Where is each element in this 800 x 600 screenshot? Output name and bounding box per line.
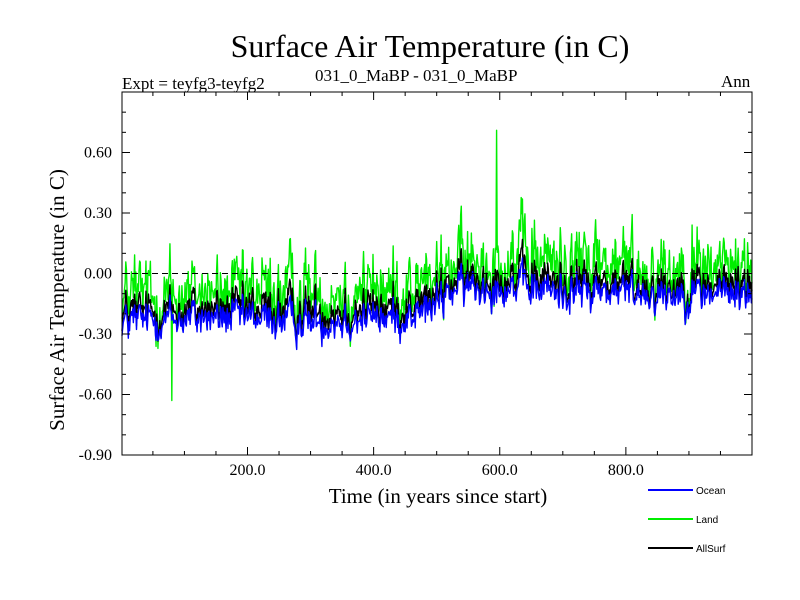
x-tick-label: 200.0: [229, 462, 265, 479]
series-line-allsurf: [121, 238, 753, 346]
y-tick-label: -0.90: [79, 447, 112, 464]
y-tick-label: 0.30: [84, 205, 112, 222]
legend-label-ocean: Ocean: [696, 486, 725, 497]
x-tick-label: 400.0: [356, 462, 392, 479]
y-tick-label: -0.30: [79, 326, 112, 343]
chart-subtitle: 031_0_MaBP - 031_0_MaBP: [315, 66, 518, 85]
x-tick-label: 800.0: [608, 462, 644, 479]
y-axis-label: Surface Air Temperature (in C): [45, 169, 69, 431]
y-tick-label: 0.00: [84, 266, 112, 283]
legend-label-land: Land: [696, 515, 718, 526]
y-tick-label: 0.60: [84, 145, 112, 162]
y-tick-label: -0.60: [79, 387, 112, 404]
series-line-land: [121, 129, 753, 402]
expt-label: Expt = teyfg3-teyfg2: [122, 74, 265, 93]
x-axis-ticks: 200.0 400.0 600.0 800.0: [152, 92, 721, 479]
series-layer: [121, 129, 753, 402]
series-line-ocean: [121, 257, 753, 351]
chart-title: Surface Air Temperature (in C): [230, 28, 630, 64]
legend-label-allsurf: AllSurf: [696, 544, 726, 555]
x-axis-label: Time (in years since start): [329, 484, 548, 508]
legend: Ocean Land AllSurf: [648, 486, 726, 555]
x-tick-label: 600.0: [482, 462, 518, 479]
season-label: Ann: [721, 72, 751, 91]
y-axis-ticks: -0.90 -0.60 -0.30 0.00 0.30 0.60: [79, 91, 752, 464]
